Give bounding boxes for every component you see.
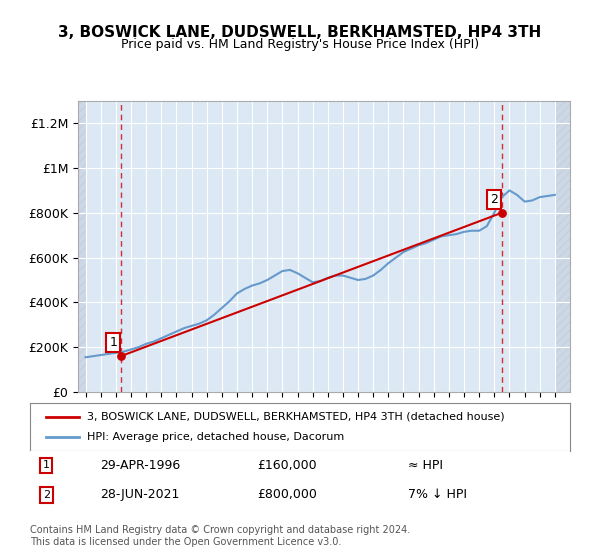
Text: £160,000: £160,000 bbox=[257, 459, 316, 472]
Text: 29-APR-1996: 29-APR-1996 bbox=[100, 459, 181, 472]
Text: 2: 2 bbox=[43, 490, 50, 500]
Point bbox=[497, 208, 506, 217]
Bar bbox=[555, 101, 570, 392]
Text: 1: 1 bbox=[109, 336, 117, 349]
Bar bbox=[78, 101, 86, 392]
Text: 3, BOSWICK LANE, DUDSWELL, BERKHAMSTED, HP4 3TH: 3, BOSWICK LANE, DUDSWELL, BERKHAMSTED, … bbox=[58, 25, 542, 40]
Text: 28-JUN-2021: 28-JUN-2021 bbox=[100, 488, 179, 501]
Text: 1: 1 bbox=[43, 460, 50, 470]
Text: ≈ HPI: ≈ HPI bbox=[408, 459, 443, 472]
Text: Price paid vs. HM Land Registry's House Price Index (HPI): Price paid vs. HM Land Registry's House … bbox=[121, 38, 479, 51]
Text: 7% ↓ HPI: 7% ↓ HPI bbox=[408, 488, 467, 501]
Text: 3, BOSWICK LANE, DUDSWELL, BERKHAMSTED, HP4 3TH (detached house): 3, BOSWICK LANE, DUDSWELL, BERKHAMSTED, … bbox=[86, 412, 505, 422]
Bar bbox=[78, 101, 86, 392]
Point bbox=[116, 352, 125, 361]
Text: Contains HM Land Registry data © Crown copyright and database right 2024.
This d: Contains HM Land Registry data © Crown c… bbox=[30, 525, 410, 547]
Text: HPI: Average price, detached house, Dacorum: HPI: Average price, detached house, Daco… bbox=[86, 432, 344, 442]
Text: 2: 2 bbox=[490, 193, 498, 206]
Text: £800,000: £800,000 bbox=[257, 488, 317, 501]
